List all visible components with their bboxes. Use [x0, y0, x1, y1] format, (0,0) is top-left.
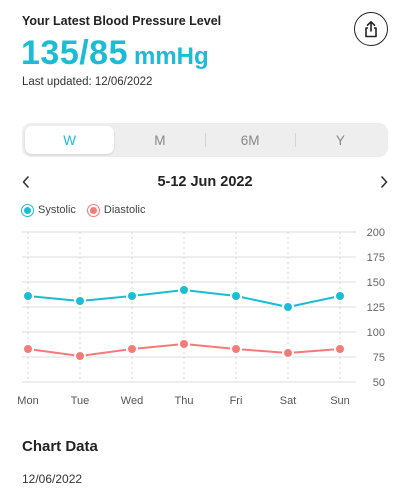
data-point-diastolic [334, 343, 346, 355]
reading-unit: mmHg [134, 43, 209, 70]
y-tick-label: 50 [373, 377, 385, 389]
y-tick-label: 75 [373, 352, 385, 364]
x-tick-label: Thu [175, 395, 194, 407]
reading-value: 135/85 [21, 34, 128, 72]
legend-item-systolic: Systolic [22, 204, 76, 216]
blood-pressure-reading: 135/85 mmHg [21, 34, 209, 73]
x-tick-label: Sun [330, 395, 350, 407]
tab-six-months[interactable]: 6M [240, 132, 260, 148]
data-point-systolic [178, 284, 190, 296]
y-tick-label: 100 [367, 327, 385, 339]
x-tick-label: Tue [71, 395, 90, 407]
y-tick-label: 125 [367, 302, 385, 314]
tab-month[interactable]: M [154, 132, 166, 148]
data-point-systolic [22, 290, 34, 302]
chart-data-row-date: 12/06/2022 [22, 472, 83, 486]
data-point-systolic [74, 295, 86, 307]
data-point-systolic [334, 290, 346, 302]
header-title: Your Latest Blood Pressure Level [22, 14, 222, 28]
legend-label-diastolic: Diastolic [103, 204, 146, 216]
period-tabs: W M 6M Y [22, 123, 388, 157]
last-updated: Last updated: 12/06/2022 [22, 76, 153, 88]
x-tick-label: Wed [121, 395, 143, 407]
data-point-diastolic [74, 350, 86, 362]
x-tick-label: Sat [280, 395, 297, 407]
date-range: 5-12 Jun 2022 [157, 174, 253, 190]
blood-pressure-chart: 200 175 150 125 100 75 50 Mon Tue Wed Thu Fri Sat Sun [17, 227, 385, 407]
date-navigation: 5-12 Jun 2022 [14, 170, 396, 194]
data-point-systolic [230, 290, 242, 302]
legend-item-diastolic: Diastolic [87, 204, 146, 216]
tab-year[interactable]: Y [335, 132, 345, 148]
x-tick-label: Mon [17, 395, 38, 407]
legend-dot-systolic [22, 204, 33, 216]
y-tick-label: 200 [367, 227, 385, 239]
share-icon [365, 21, 377, 38]
data-point-diastolic [126, 343, 138, 355]
chevron-left-icon [22, 176, 29, 188]
share-button[interactable] [354, 12, 388, 46]
chart-data-title: Chart Data [22, 438, 98, 455]
tab-separator [294, 133, 296, 147]
next-range-button[interactable] [372, 170, 396, 194]
data-point-systolic [126, 290, 138, 302]
data-point-diastolic [178, 338, 190, 350]
previous-range-button[interactable] [14, 170, 38, 194]
data-point-diastolic [22, 343, 34, 355]
chevron-right-icon [381, 176, 388, 188]
data-point-diastolic [282, 347, 294, 359]
chart-legend: Systolic Diastolic [22, 204, 157, 216]
data-point-diastolic [230, 343, 242, 355]
tab-separator [204, 133, 206, 147]
legend-label-systolic: Systolic [38, 204, 76, 216]
x-tick-label: Fri [230, 395, 243, 407]
tab-week[interactable]: W [25, 126, 115, 154]
legend-dot-diastolic [87, 204, 99, 216]
data-point-systolic [282, 301, 294, 313]
y-tick-label: 175 [367, 252, 385, 264]
y-tick-label: 150 [367, 277, 385, 289]
